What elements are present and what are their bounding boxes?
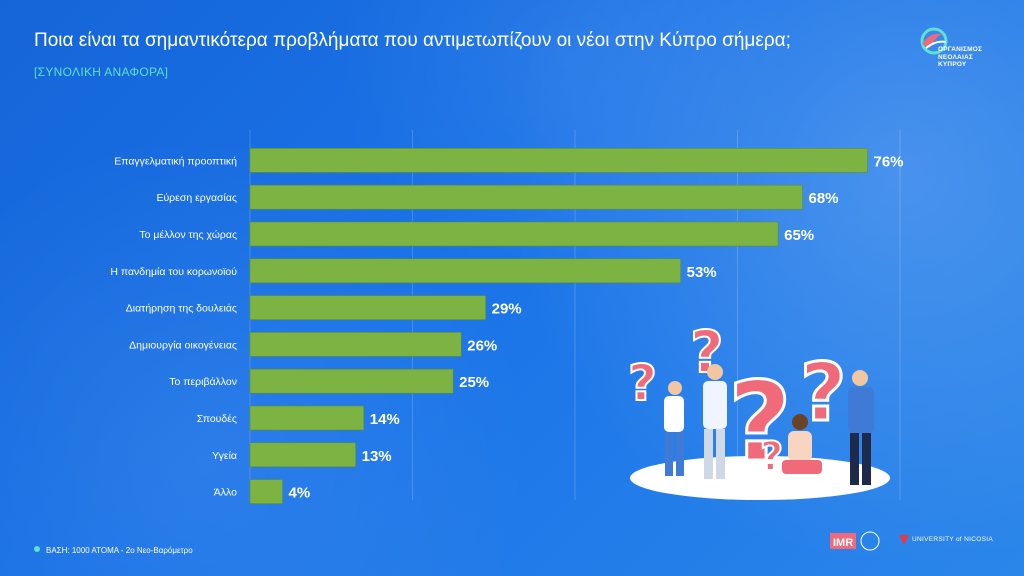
question-mark-icon: ? <box>760 434 783 480</box>
bar <box>249 184 803 210</box>
page-subtitle: [ΣΥΝΟΛΙΚΗ ΑΝΑΦΟΡΑ] <box>34 65 169 79</box>
person-figure <box>703 364 727 479</box>
unic-logo-text: UNIVERSITY of NICOSIA <box>912 536 993 543</box>
logo-line-2: ΝΕΟΛΑΙΑΣ <box>938 53 973 61</box>
footnote: ΒΑΣΗ: 1000 ΑΤΟΜΑ - 2ο Νεο-Βαρόμετρο <box>46 546 193 555</box>
person-figure <box>848 370 874 485</box>
bar <box>249 295 486 320</box>
value-label: 14% <box>370 411 400 428</box>
page-title: Ποια είναι τα σημαντικότερα προβλήματα π… <box>34 30 791 51</box>
bar <box>249 405 365 431</box>
footnote-bullet <box>34 546 40 552</box>
value-label: 53% <box>687 264 717 281</box>
value-label: 13% <box>362 448 392 465</box>
value-label: 65% <box>784 227 814 244</box>
bar <box>249 442 356 468</box>
value-label: 26% <box>467 337 497 354</box>
category-label: Άλλο <box>214 487 237 499</box>
imr-logo: IMR <box>830 529 890 553</box>
question-mark-icon: ? <box>690 318 724 386</box>
bar <box>249 332 462 357</box>
category-label: Σπουδές <box>197 413 237 425</box>
logo-line-3: ΚΥΠΡΟΥ <box>938 61 967 68</box>
category-label: Διατήρηση της δουλειάς <box>126 303 237 315</box>
question-mark-icon: ? <box>728 358 792 486</box>
value-label: 29% <box>492 301 522 318</box>
illustration-ground <box>630 456 890 500</box>
person-figure <box>664 381 684 476</box>
value-label: 68% <box>809 190 839 207</box>
bar <box>249 258 681 284</box>
question-mark-icon: ? <box>628 354 657 412</box>
bars: Επαγγελματική προοπτική 76% Εύρεση εργασία… <box>110 148 904 504</box>
category-label: Δημιουργία οικογένειας <box>129 339 237 351</box>
category-label: Το περιβάλλον <box>169 376 237 388</box>
university-of-nicosia-logo: UNIVERSITY of NICOSIA <box>898 532 998 550</box>
question-marks-illustration: ? ? ? ? ? <box>627 317 890 500</box>
value-label: 4% <box>289 485 311 502</box>
unic-emblem-icon <box>899 535 909 545</box>
category-label: Εύρεση εργασίας <box>156 192 237 204</box>
bar <box>249 148 868 173</box>
category-label: Το μέλλον της χώρας <box>139 229 237 241</box>
value-label: 76% <box>874 153 904 170</box>
bar <box>249 479 283 504</box>
question-mark-icon: ? <box>800 346 846 439</box>
youth-organisation-logo: ΟΡΓΑΝΙΣΜΟΣ ΝΕΟΛΑΙΑΣ ΚΥΠΡΟΥ <box>916 26 996 86</box>
bar <box>249 368 454 394</box>
value-label: 25% <box>459 374 489 391</box>
bar <box>249 221 779 247</box>
bird-logo-icon <box>920 27 948 55</box>
category-label: Η πανδημία του κορωνοϊού <box>110 266 237 278</box>
logo-text: ΟΡΓΑΝΙΣΜΟΣ ΝΕΟΛΑΙΑΣ ΚΥΠΡΟΥ <box>938 46 982 69</box>
person-figure <box>782 414 822 474</box>
imr-logo-text: IMR <box>833 537 853 549</box>
category-label: Επαγγελματική προοπτική <box>114 155 237 167</box>
logo-line-1: ΟΡΓΑΝΙΣΜΟΣ <box>938 46 983 53</box>
category-label: Υγεία <box>212 450 237 462</box>
